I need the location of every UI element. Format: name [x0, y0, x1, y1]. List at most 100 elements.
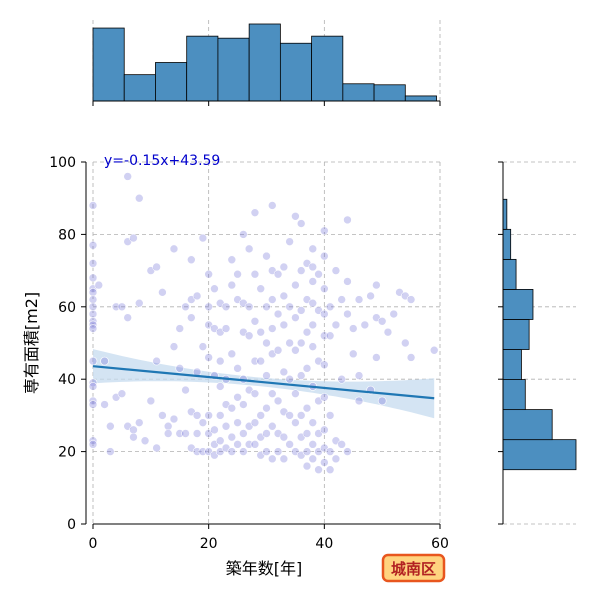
scatter-point	[354, 371, 364, 380]
scatter-point	[343, 277, 352, 286]
scatter-point	[146, 396, 156, 406]
marginal-x-histogram	[92, 20, 441, 106]
scatter-point	[354, 295, 364, 304]
scatter-point	[285, 338, 294, 348]
scatter-point	[169, 244, 179, 254]
scatter-point	[215, 436, 225, 446]
scatter-point	[308, 277, 318, 286]
scatter-point	[88, 201, 98, 210]
scatter-point	[181, 302, 190, 312]
top-hist-bar	[404, 95, 437, 102]
scatter-points	[88, 172, 439, 475]
district-badge: 城南区	[381, 553, 446, 583]
top-hist-bar	[311, 35, 344, 102]
scatter-point	[325, 465, 335, 475]
right-hist-bar	[502, 319, 530, 350]
scatter-point	[279, 367, 289, 377]
scatter-point	[106, 447, 115, 456]
scatter-point	[88, 356, 98, 366]
scatter-point	[181, 385, 190, 395]
scatter-point	[192, 411, 202, 420]
scatter-point	[296, 411, 306, 420]
scatter-point	[198, 233, 208, 243]
scatter-point	[192, 291, 202, 301]
scatter-point	[175, 324, 185, 333]
scatter-point	[291, 418, 300, 427]
scatter-point	[320, 360, 329, 370]
scatter-point	[348, 324, 358, 333]
scatter-point	[262, 371, 271, 380]
top-hist-bar	[92, 27, 125, 102]
scatter-point	[291, 280, 300, 290]
scatter-point	[320, 226, 329, 236]
scatter-point	[152, 356, 161, 366]
scatter-point	[88, 309, 98, 319]
scatter-point	[210, 284, 219, 294]
district-badge-text: 城南区	[391, 560, 436, 578]
regression-ci-area	[93, 349, 435, 419]
scatter-point	[302, 403, 312, 413]
scatter-point	[244, 302, 254, 312]
scatter-point	[267, 201, 277, 210]
x-tick-label: 20	[200, 536, 218, 552]
scatter-point	[279, 320, 289, 330]
top-hist-bar	[279, 42, 313, 102]
right-hist-bar	[502, 379, 526, 411]
scatter-point	[285, 440, 294, 449]
scatter-point	[250, 316, 260, 326]
y-tick-label: 20	[58, 445, 76, 461]
scatter-point	[204, 269, 213, 279]
scatter-point	[291, 212, 300, 221]
scatter-point	[163, 429, 173, 438]
scatter-point	[406, 353, 416, 362]
scatter-point	[406, 295, 416, 304]
scatter-point	[308, 320, 318, 330]
district-badge-box	[381, 553, 446, 583]
scatter-point	[296, 371, 306, 380]
scatter-point	[331, 266, 341, 275]
scatter-point	[88, 273, 98, 283]
scatter-point	[337, 374, 346, 384]
scatter-point	[187, 313, 196, 322]
scatter-point	[308, 262, 318, 272]
scatter-point	[198, 342, 208, 351]
scatter-point	[233, 392, 242, 402]
scatter-point	[320, 458, 329, 467]
main-axes	[85, 162, 440, 525]
scatter-point	[267, 454, 277, 464]
right-hist-bar	[502, 258, 517, 290]
scatter-point	[302, 461, 312, 471]
top-hist-bar	[186, 35, 219, 102]
scatter-point	[343, 447, 352, 456]
scatter-point	[88, 259, 98, 268]
scatter-point	[291, 345, 300, 355]
scatter-point	[88, 320, 98, 330]
scatter-point	[302, 429, 312, 438]
scatter-point	[175, 364, 185, 373]
scatter-point	[400, 338, 410, 348]
scatter-point	[325, 411, 335, 420]
scatter-point	[158, 411, 167, 420]
scatter-point	[320, 425, 329, 435]
scatter-point	[331, 320, 341, 330]
scatter-point	[267, 389, 277, 398]
scatter-point	[233, 364, 242, 373]
scatter-point	[88, 316, 98, 326]
scatter-point	[337, 440, 346, 449]
scatter-point	[169, 342, 179, 351]
scatter-point	[88, 400, 98, 409]
scatter-point	[233, 440, 242, 449]
right-hist-bar	[502, 198, 508, 230]
scatter-point	[100, 356, 109, 366]
scatter-point	[308, 342, 318, 351]
scatter-point	[152, 262, 161, 272]
marginal-y-histogram	[498, 161, 577, 525]
scatter-point	[308, 244, 318, 254]
scatter-point	[227, 432, 237, 442]
scatter-point	[187, 255, 196, 265]
scatter-point	[273, 396, 283, 406]
right-hist-bar	[502, 409, 553, 441]
scatter-point	[314, 465, 323, 475]
scatter-point	[204, 411, 213, 420]
scatter-point	[377, 316, 387, 326]
